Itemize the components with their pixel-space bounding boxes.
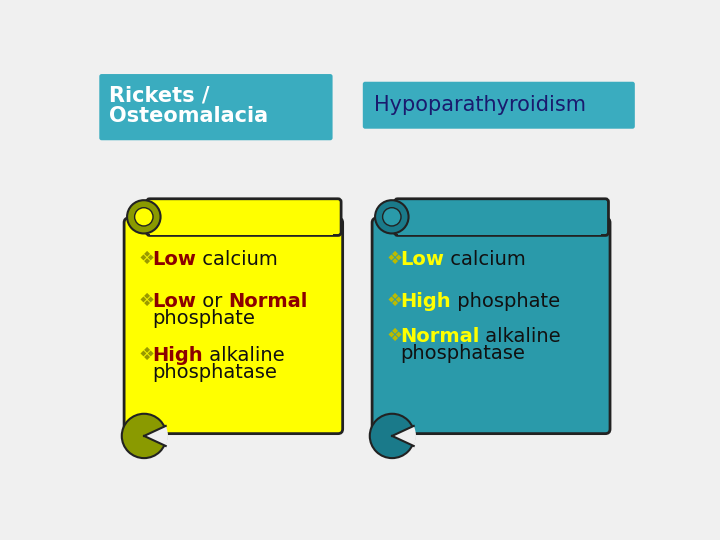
Bar: [397, 226, 600, 235]
FancyBboxPatch shape: [147, 199, 341, 235]
Text: Hypoparathyroidism: Hypoparathyroidism: [374, 95, 586, 115]
FancyBboxPatch shape: [99, 74, 333, 140]
Wedge shape: [392, 426, 416, 446]
Text: phosphatase: phosphatase: [400, 343, 525, 362]
FancyBboxPatch shape: [124, 218, 343, 434]
Text: calcium: calcium: [196, 249, 278, 268]
Text: ❖: ❖: [138, 249, 154, 268]
Circle shape: [375, 200, 408, 233]
Circle shape: [127, 200, 161, 233]
Bar: [150, 226, 333, 235]
Text: Normal: Normal: [400, 327, 480, 346]
Text: ❖: ❖: [386, 249, 402, 268]
Text: Normal: Normal: [228, 292, 308, 311]
Text: Low: Low: [152, 249, 196, 268]
Text: alkaline: alkaline: [480, 327, 561, 346]
FancyBboxPatch shape: [395, 199, 608, 235]
Text: High: High: [400, 292, 451, 311]
Text: calcium: calcium: [444, 249, 526, 268]
Text: Low: Low: [152, 292, 196, 311]
FancyBboxPatch shape: [363, 82, 635, 129]
Wedge shape: [144, 426, 168, 446]
Text: ❖: ❖: [386, 292, 402, 310]
Circle shape: [382, 208, 401, 226]
Text: Osteomalacia: Osteomalacia: [109, 106, 269, 126]
Text: phosphate: phosphate: [152, 309, 255, 328]
Text: ❖: ❖: [138, 346, 154, 364]
Circle shape: [122, 414, 166, 458]
Text: High: High: [152, 346, 202, 365]
Text: phosphate: phosphate: [451, 292, 559, 311]
FancyBboxPatch shape: [372, 218, 610, 434]
Text: ❖: ❖: [386, 327, 402, 345]
Text: phosphatase: phosphatase: [152, 363, 277, 382]
Text: or: or: [196, 292, 228, 311]
Text: alkaline: alkaline: [202, 346, 284, 365]
Circle shape: [135, 208, 153, 226]
Circle shape: [370, 414, 415, 458]
Text: Low: Low: [400, 249, 444, 268]
Text: ❖: ❖: [138, 292, 154, 310]
Text: Rickets /: Rickets /: [109, 85, 210, 106]
